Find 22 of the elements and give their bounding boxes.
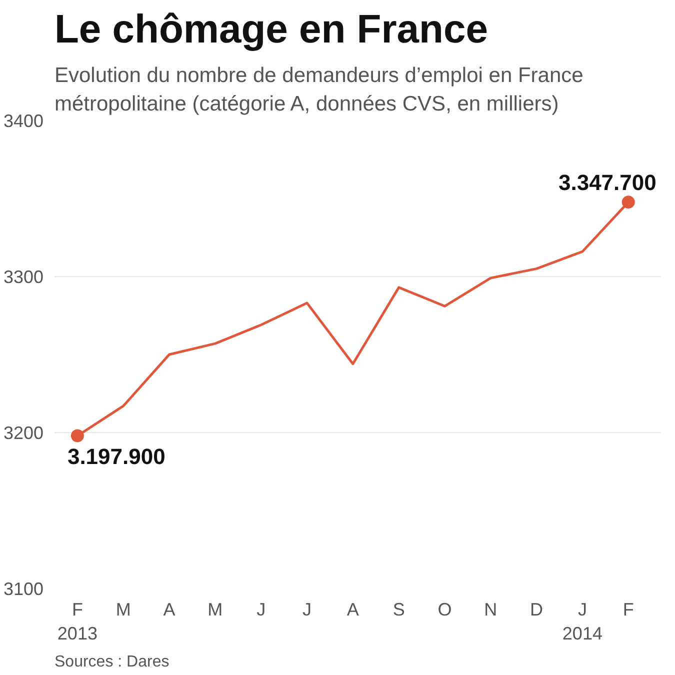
x-tick-label: D <box>530 600 544 620</box>
x-tick-label: A <box>163 600 176 620</box>
x-tick-label: O <box>438 600 452 620</box>
x-tick-label: F 2013 <box>57 600 98 644</box>
chart-subtitle: Evolution du nombre de demandeurs d’emploi en France métropolitaine (catégorie A, données CVS, en milliers) <box>54 64 584 116</box>
x-tick-label: M <box>116 600 131 620</box>
y-tick-label: 3400 <box>3 111 44 131</box>
y-tick-label: 3200 <box>3 423 44 443</box>
x-tick-label: F <box>622 600 634 620</box>
x-tick-label: J <box>256 600 266 620</box>
x-tick-label: A <box>346 600 359 620</box>
x-tick-label: J 2014 <box>562 600 602 644</box>
x-tick-label: M <box>208 600 223 620</box>
x-tick-label: N <box>484 600 498 620</box>
y-tick-label: 3300 <box>3 267 44 287</box>
chart-title: Le chômage en France <box>54 8 488 52</box>
x-tick-label: S <box>392 600 405 620</box>
x-tick-label: J <box>302 600 312 620</box>
annotation: 3.347.700 <box>558 170 656 196</box>
annotation: 3.197.900 <box>67 444 166 469</box>
source-note: Sources : Dares <box>54 654 170 670</box>
y-tick-label: 3100 <box>3 579 44 599</box>
